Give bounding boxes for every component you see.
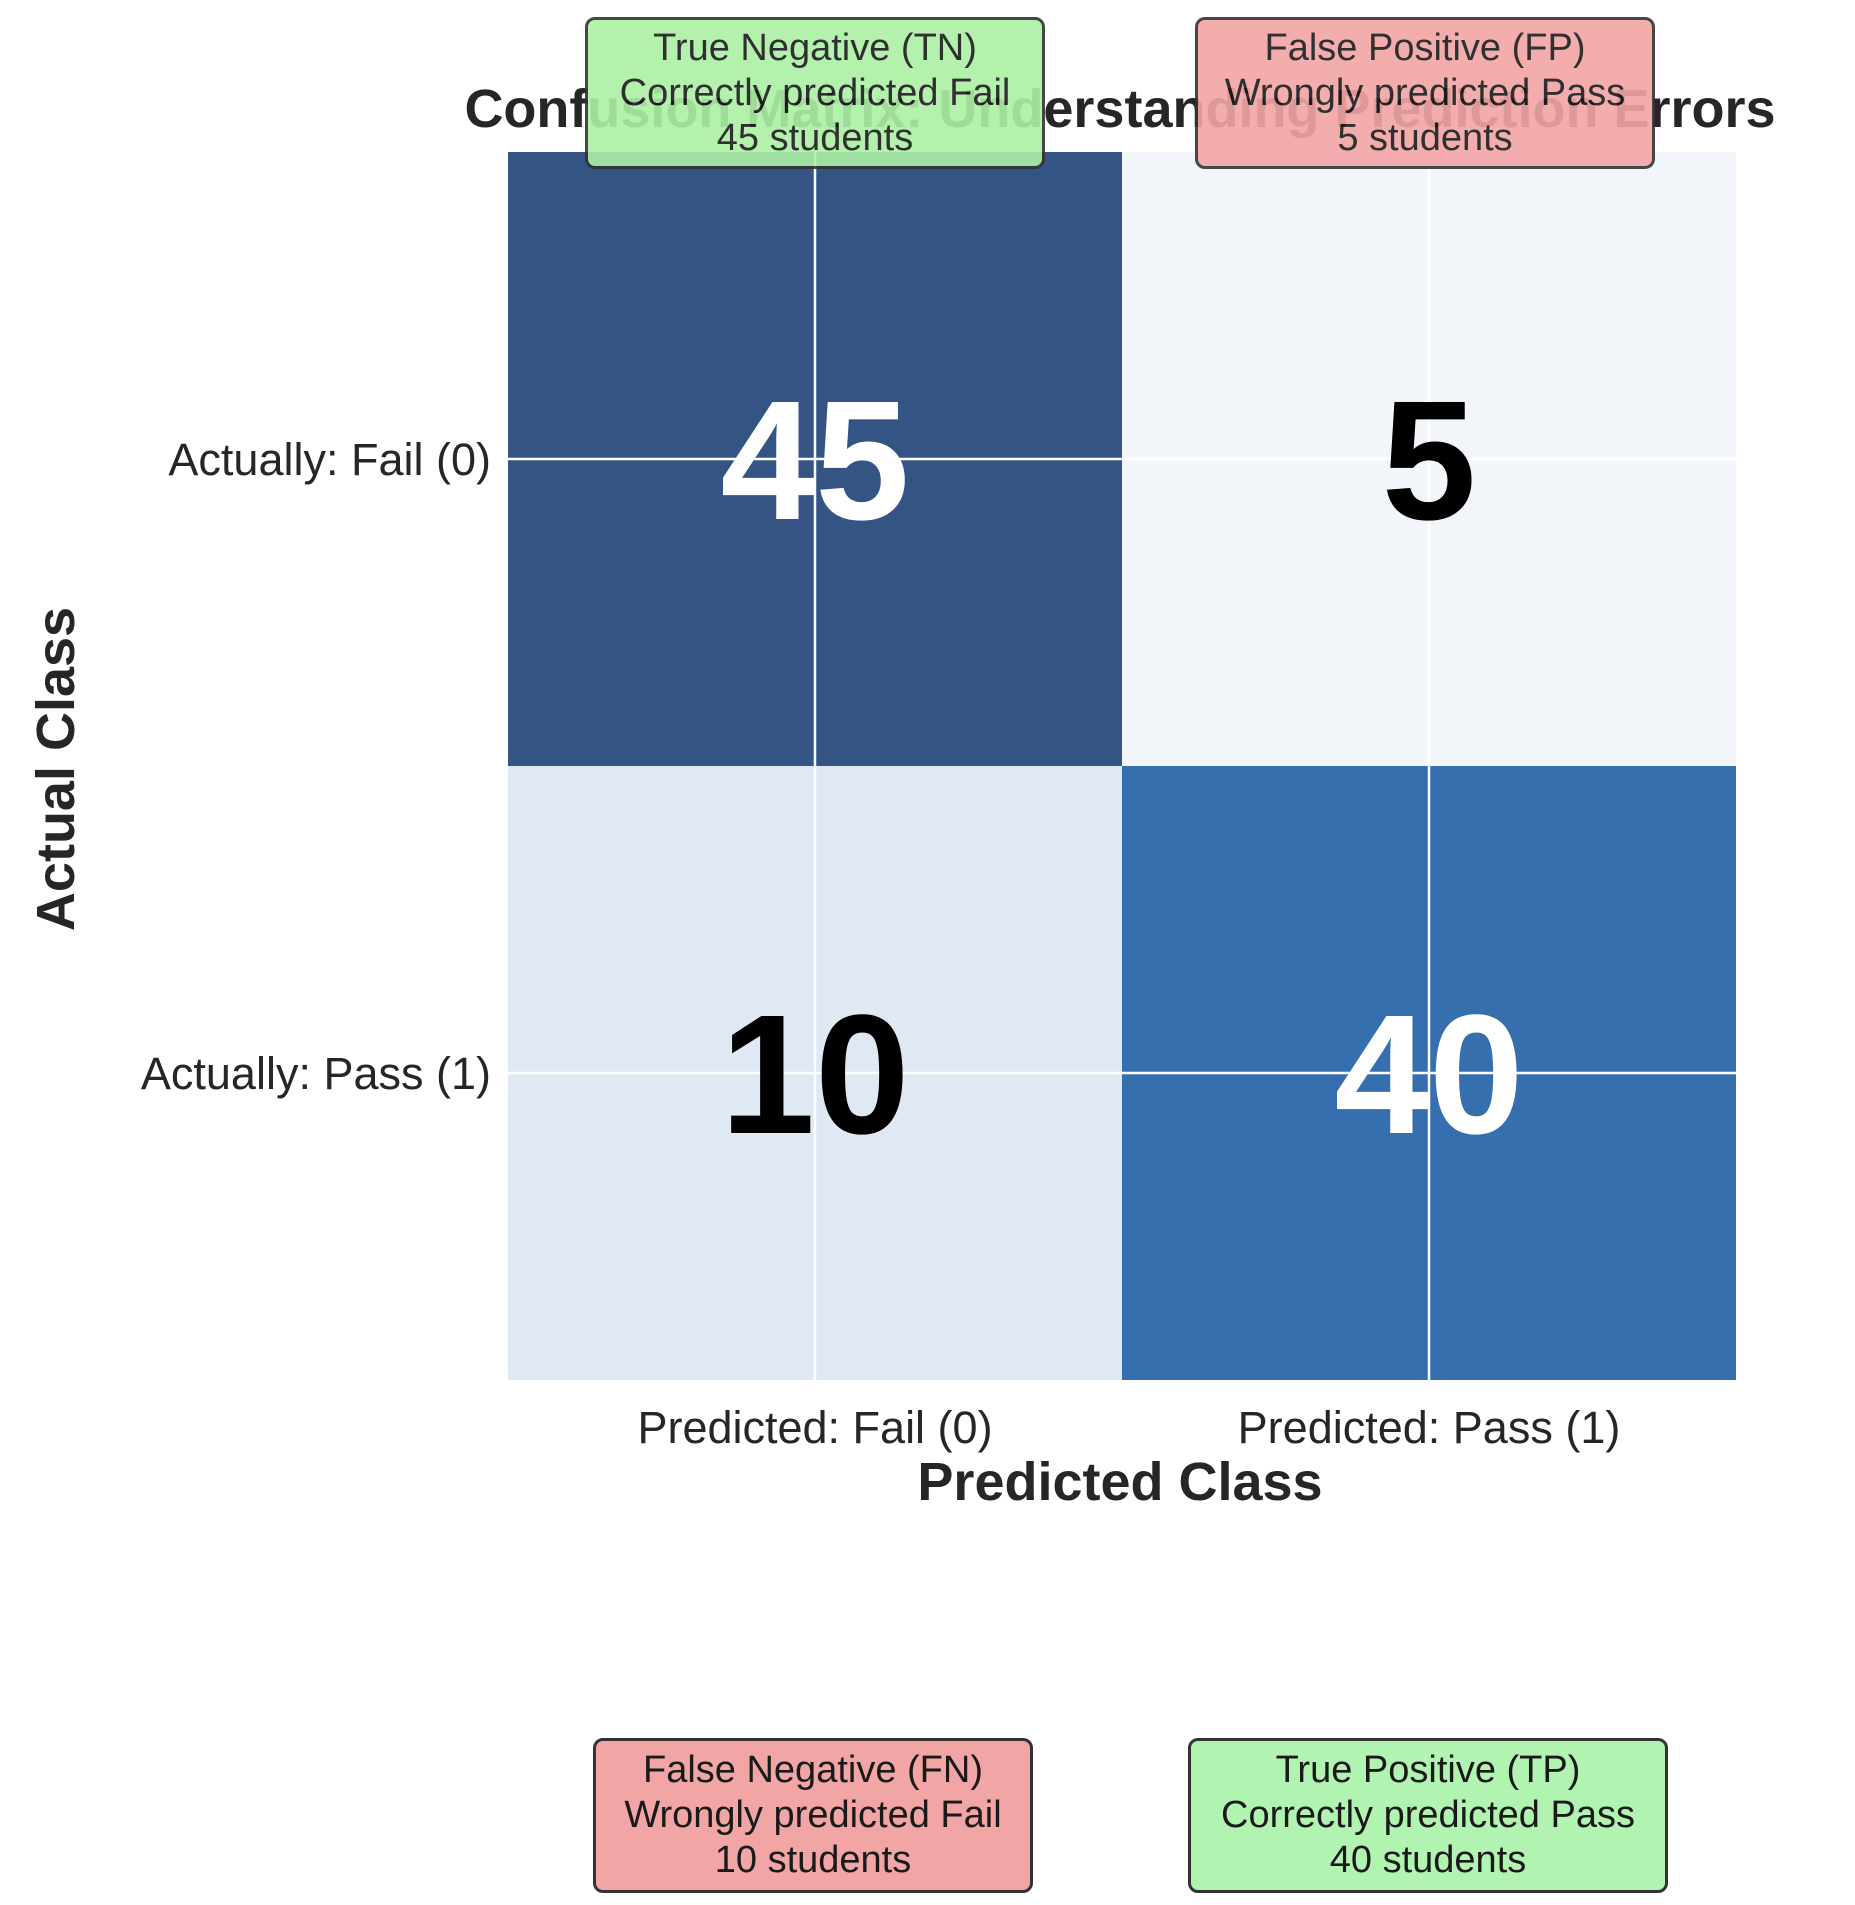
y-tick-labels: Actually: Fail (0) Actually: Pass (1) — [141, 434, 491, 1099]
callout-count: 10 students — [714, 1839, 912, 1881]
callout-false-negative: False Negative (FN) Wrongly predicted Fa… — [593, 1738, 1033, 1893]
grid-lines — [508, 152, 1736, 1380]
callout-description: Correctly predicted Fail — [619, 71, 1011, 114]
callout-title: True Negative (TN) — [653, 26, 977, 69]
x-tick-labels: Predicted: Fail (0) Predicted: Pass (1) — [637, 1402, 1620, 1453]
callout-true-negative: True Negative (TN) Correctly predicted F… — [585, 17, 1045, 169]
callout-description: Wrongly predicted Fail — [624, 1794, 1002, 1836]
callout-count: 45 students — [716, 116, 914, 159]
callout-title: False Negative (FN) — [643, 1749, 983, 1791]
heatmap-cells — [508, 152, 1736, 1380]
x-tick-label: Predicted: Fail (0) — [637, 1402, 992, 1453]
cell-value-r0-c0: 45 — [720, 366, 909, 556]
callout-title: True Positive (TP) — [1275, 1749, 1581, 1791]
callout-false-positive: False Positive (FP) Wrongly predicted Pa… — [1195, 17, 1655, 169]
cell-value-r0-c1: 5 — [1382, 366, 1477, 556]
y-tick-label: Actually: Fail (0) — [168, 434, 491, 485]
callout-count: 40 students — [1329, 1839, 1527, 1881]
callout-true-positive: True Positive (TP) Correctly predicted P… — [1188, 1738, 1668, 1893]
x-tick-label: Predicted: Pass (1) — [1238, 1402, 1621, 1453]
y-tick-label: Actually: Pass (1) — [141, 1048, 491, 1099]
callout-count: 5 students — [1337, 116, 1513, 159]
y-axis-label: Actual Class — [26, 607, 86, 931]
cell-value-r1-c1: 40 — [1334, 980, 1523, 1170]
callout-description: Correctly predicted Pass — [1221, 1794, 1635, 1836]
callout-description: Wrongly predicted Pass — [1224, 71, 1626, 114]
callout-title: False Positive (FP) — [1264, 26, 1586, 69]
cell-value-r1-c0: 10 — [720, 980, 909, 1170]
cell-values: 45 5 10 40 — [720, 366, 1523, 1170]
x-axis-label: Predicted Class — [917, 1452, 1322, 1512]
